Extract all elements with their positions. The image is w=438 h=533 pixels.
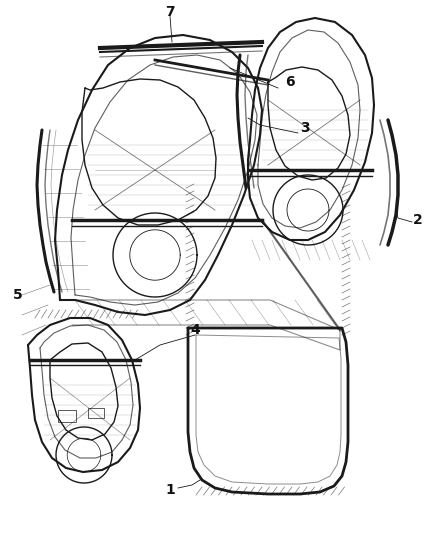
Text: 3: 3 xyxy=(300,121,310,135)
Bar xyxy=(58,410,76,422)
Text: 6: 6 xyxy=(285,75,295,89)
Text: 7: 7 xyxy=(165,5,175,19)
Text: 1: 1 xyxy=(165,483,175,497)
Text: 4: 4 xyxy=(190,323,200,337)
Text: 5: 5 xyxy=(13,288,23,302)
Text: 2: 2 xyxy=(413,213,423,227)
Bar xyxy=(88,408,104,418)
